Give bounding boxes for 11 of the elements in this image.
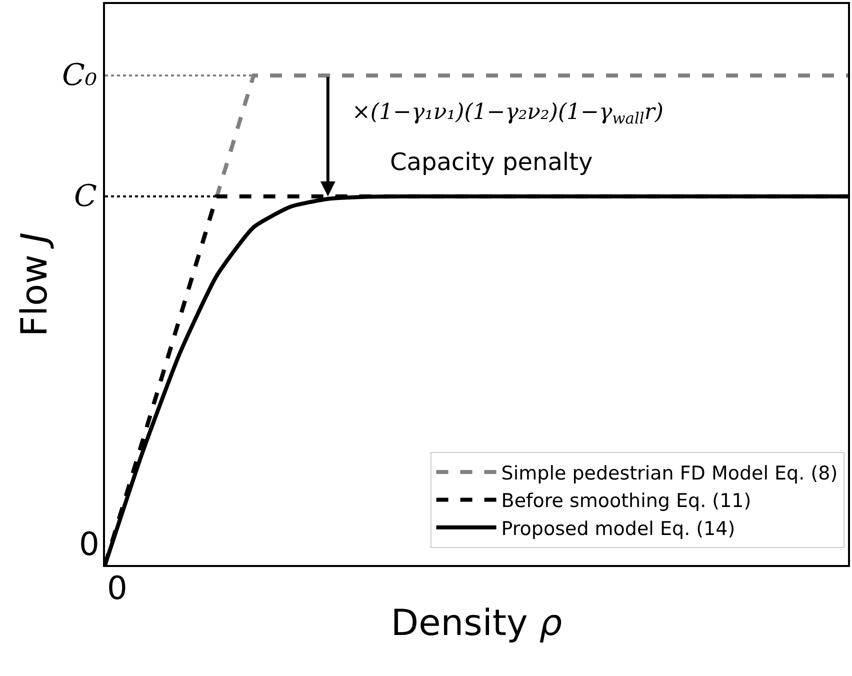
ref-line-label: C₀ [62,58,97,93]
x-axis-title: Density ρ [390,603,562,644]
annotation: Capacity penalty [390,148,593,176]
text: 0 [79,525,100,563]
legend-label: Proposed model Eq. (14) [501,518,736,540]
annotation: ×(1−γ₁ν₁)(1−γ₂ν₂)(1−γ$_{wall}$r) [352,100,664,128]
text: 0 [107,569,128,607]
legend-label: Before smoothing Eq. (11) [501,490,752,512]
legend-label: Simple pedestrian FD Model Eq. (8) [501,462,838,484]
y-axis-title: Flow J [14,232,56,337]
ref-line-label: C [74,179,97,214]
